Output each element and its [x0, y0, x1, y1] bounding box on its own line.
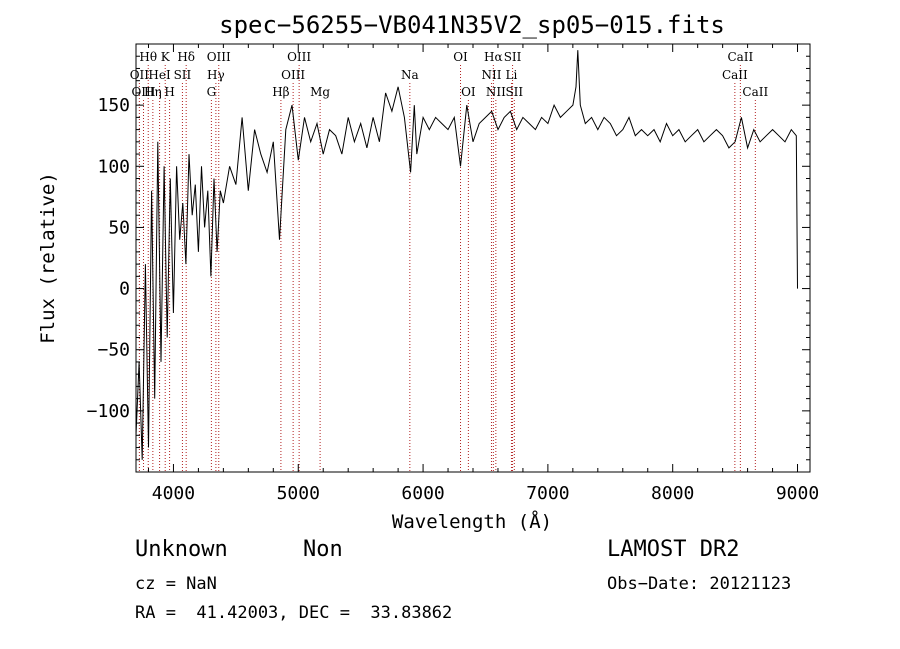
spectral-line-label: H: [164, 85, 174, 99]
x-tick-label: 4000: [152, 483, 195, 504]
spectral-line-label: Mg: [310, 85, 330, 99]
y-tick-label: −50: [97, 340, 130, 361]
spectral-line-label: Hη: [144, 85, 162, 99]
spectral-line-label: CaII: [742, 85, 768, 99]
y-tick-label: 0: [119, 279, 130, 300]
spectral-lines-layer: [138, 65, 756, 472]
x-tick-label: 6000: [401, 483, 444, 504]
y-axis-ticks: −100 −50 0 50 100 150: [87, 55, 810, 461]
y-tick-label: 150: [97, 95, 130, 116]
x-axis-ticks: 4000 5000 6000 7000 8000 9000: [147, 44, 819, 504]
spectral-line-label: OIII: [287, 50, 311, 64]
spectral-line-label: SII: [504, 50, 522, 64]
y-tick-label: −100: [87, 401, 130, 422]
x-axis-label: Wavelength (Å): [392, 510, 552, 533]
spectral-line-label: K: [161, 50, 171, 64]
spectral-line-label: OIII: [281, 68, 305, 82]
survey-name-text: LAMOST DR2: [607, 537, 740, 562]
plot-frame: [135, 43, 811, 473]
spectral-line-label: OIII: [207, 50, 231, 64]
object-class-text: Unknown: [135, 537, 228, 562]
coordinates-text: RA = 41.42003, DEC = 33.83862: [135, 603, 453, 623]
spectral-line-label: SII: [174, 68, 192, 82]
y-tick-label: 100: [97, 156, 130, 177]
spectral-line-label: Hγ: [207, 68, 225, 82]
spectral-line-label: CaII: [722, 68, 748, 82]
spectral-line-label: Na: [401, 68, 419, 82]
cz-text: cz = NaN: [135, 574, 217, 594]
spectral-line-label: HeI: [148, 68, 171, 82]
spectral-line-label: SII: [505, 85, 523, 99]
spectral-line-label: Li: [506, 68, 518, 82]
spectral-line-label: CaII: [727, 50, 753, 64]
spectral-line-label: Hα: [484, 50, 503, 64]
spectral-line-label: Hβ: [272, 85, 289, 99]
spectral-line-label: OII: [130, 68, 150, 82]
spectral-line-label: NII: [486, 85, 506, 99]
y-tick-label: 50: [108, 217, 130, 238]
spectral-line-label: Hδ: [177, 50, 195, 64]
spectral-line-label: OIII: [131, 85, 155, 99]
spectral-line-label: OI: [461, 85, 476, 99]
spectral-line-label: G: [207, 85, 217, 99]
spectral-line-label: Hθ: [139, 50, 157, 64]
spectral-line-label: OI: [453, 50, 468, 64]
x-tick-label: 7000: [526, 483, 569, 504]
spectral-line-label: NII: [481, 68, 501, 82]
object-subclass-text: Non: [303, 537, 343, 562]
x-tick-label: 5000: [277, 483, 320, 504]
obs-date-text: Obs−Date: 20121123: [607, 574, 792, 594]
spectrum-series-line: [135, 50, 798, 460]
y-axis-label: Flux (relative): [37, 172, 59, 344]
spectral-line-labels: Hθ OII OIII K HeI Hη H Hδ SII OIII Hγ G Hβ OIII OIII Mg…: [130, 50, 769, 99]
chart-title: spec−56255−VB041N35V2_sp05−015.fits: [219, 11, 725, 39]
x-tick-label: 9000: [776, 483, 819, 504]
x-tick-label: 8000: [651, 483, 694, 504]
